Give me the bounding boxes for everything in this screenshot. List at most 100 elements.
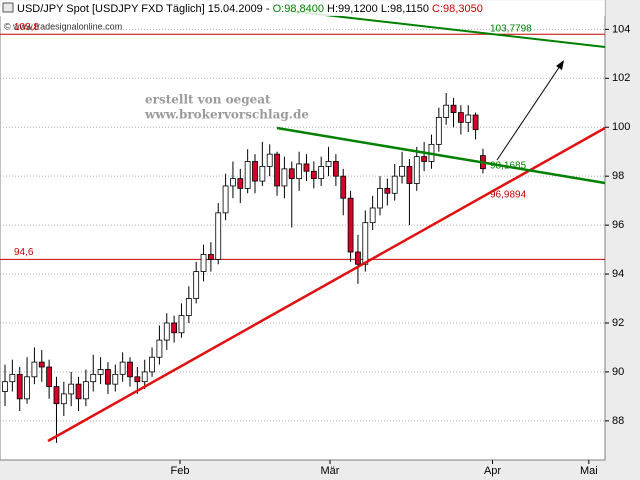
candle-body	[97, 369, 104, 375]
candle-body	[244, 161, 251, 189]
candle-body	[457, 112, 464, 123]
candle-body	[31, 361, 38, 378]
candle-body	[303, 163, 310, 172]
y-tick-label: 96	[612, 219, 624, 231]
candle-body	[465, 114, 472, 123]
candle-body	[369, 207, 376, 224]
candle-body	[68, 383, 75, 395]
candle-body	[281, 168, 288, 187]
candle-body	[252, 161, 258, 182]
candle-body	[105, 369, 111, 385]
x-tick-label: Apr	[484, 465, 501, 477]
x-tick-label: Feb	[171, 465, 190, 477]
candle-body	[435, 117, 442, 145]
candle-body	[340, 175, 347, 199]
watermark-site: www.brokervorschlag.de	[144, 108, 309, 122]
candle-body	[16, 373, 23, 400]
header-icon	[2, 2, 14, 13]
candle-body	[82, 381, 89, 400]
candle-body	[127, 361, 133, 378]
candle-body	[134, 376, 141, 383]
candle-body	[149, 356, 155, 373]
header: USD/JPY Spot [USDJPY FXD Täglich] 15.04.…	[17, 3, 483, 15]
labels: 88 90 92 94 96 98 100 102 104 Feb Mär Apr Mai 103,8 94…	[14, 22, 630, 477]
symbol: USD/JPY Spot [USDJPY FXD Täglich]	[17, 3, 205, 15]
candle-body	[171, 322, 178, 334]
candle-body	[377, 188, 383, 209]
y-tick-label: 102	[612, 72, 630, 84]
candle-body	[185, 298, 192, 317]
candle-body	[399, 165, 405, 177]
candle-body	[38, 361, 45, 368]
candle-body	[406, 165, 413, 184]
candle-body	[9, 373, 16, 383]
levels	[0, 33, 605, 260]
candle-body	[288, 168, 295, 180]
candle-body	[112, 373, 119, 385]
candle-body	[318, 165, 325, 180]
candle-body	[230, 178, 236, 187]
candle-body	[222, 185, 229, 214]
y-tick-label: 88	[612, 415, 624, 427]
trendline-label: 103,7798	[490, 23, 532, 34]
date: 15.04.2009 -	[208, 3, 270, 15]
candle-body	[163, 322, 170, 341]
candle-body	[332, 161, 339, 177]
candle-body	[53, 386, 60, 405]
candle-body	[200, 254, 207, 272]
candle-body	[193, 271, 200, 299]
close: C:98,3050	[432, 3, 483, 15]
y-tick-label: 98	[612, 170, 624, 182]
support-trendline	[47, 126, 606, 443]
level-label: 94,6	[14, 247, 34, 258]
candle-body	[237, 178, 244, 189]
candle-body	[90, 373, 97, 383]
candle-body	[178, 315, 185, 334]
candle-body	[443, 104, 450, 118]
candle-body	[2, 381, 8, 392]
arrow	[496, 65, 561, 161]
x-tick-label: Mär	[321, 465, 340, 477]
trendline-label: 96,9894	[490, 190, 527, 201]
candle-body	[296, 163, 303, 180]
candle-body	[355, 251, 361, 265]
y-tick-label: 94	[612, 268, 624, 280]
candle-body	[347, 197, 354, 253]
plot-area	[0, 0, 606, 461]
y-tick-label: 92	[612, 317, 624, 329]
low: L:98,1150	[381, 3, 429, 15]
candles	[2, 92, 486, 443]
candle-body	[391, 175, 398, 194]
candle-body	[24, 376, 30, 400]
upper-trendline	[289, 10, 606, 48]
watermark-author: erstellt von oegeat	[145, 93, 271, 107]
candle-body	[119, 361, 126, 375]
candle-body	[384, 188, 391, 194]
header-bg	[0, 0, 605, 16]
candle-body	[215, 212, 222, 260]
x-tick-label: Mai	[580, 465, 598, 477]
candle-body	[266, 153, 273, 167]
candle-body	[46, 366, 53, 387]
y-tick-label: 100	[612, 121, 630, 133]
grid	[0, 28, 605, 422]
candle-body	[472, 114, 479, 131]
y-tick-label: 90	[612, 366, 624, 378]
candle-body	[362, 222, 369, 265]
candle-body	[325, 161, 332, 167]
candle-body	[141, 371, 148, 383]
candle-body	[413, 156, 420, 184]
resistance-trendline	[276, 126, 606, 185]
open: O:98,8400	[273, 3, 324, 15]
candle-body	[274, 153, 280, 187]
candle-body	[156, 339, 163, 358]
copyright: © www.tradesignalonline.com	[4, 21, 122, 31]
candle-body	[450, 104, 457, 113]
high: H:99,1200	[327, 3, 378, 15]
candle-body	[310, 170, 317, 180]
candle-body	[207, 254, 214, 260]
candle-body	[60, 393, 67, 405]
candle-body	[75, 383, 82, 400]
y-tick-label: 104	[612, 23, 630, 35]
